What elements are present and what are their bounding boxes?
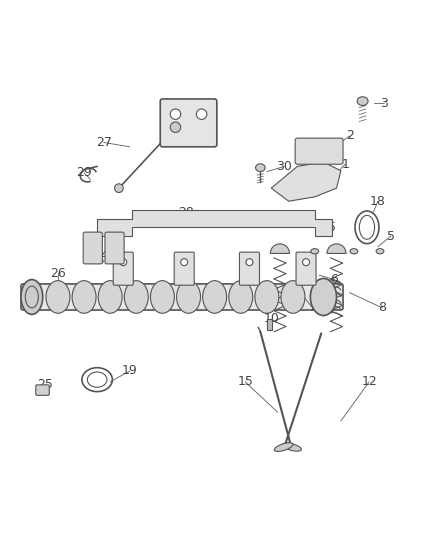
FancyBboxPatch shape [240, 252, 259, 285]
Text: 24: 24 [94, 249, 110, 262]
FancyBboxPatch shape [83, 232, 102, 264]
Ellipse shape [21, 279, 43, 314]
Circle shape [196, 109, 207, 119]
Ellipse shape [255, 281, 279, 313]
Polygon shape [97, 210, 332, 236]
Circle shape [246, 259, 253, 265]
FancyBboxPatch shape [36, 385, 49, 395]
Text: 25: 25 [37, 377, 53, 391]
Text: 7: 7 [309, 301, 317, 314]
Ellipse shape [150, 281, 174, 313]
Ellipse shape [283, 443, 301, 451]
Text: 18: 18 [370, 195, 386, 208]
FancyBboxPatch shape [105, 232, 124, 264]
Text: 30: 30 [276, 160, 292, 173]
Circle shape [170, 109, 181, 119]
Text: 28: 28 [178, 206, 194, 219]
Circle shape [115, 184, 123, 192]
Text: 15: 15 [237, 375, 253, 389]
Ellipse shape [255, 164, 265, 172]
Ellipse shape [311, 278, 336, 316]
Ellipse shape [46, 281, 70, 313]
Ellipse shape [274, 443, 293, 451]
Text: 8: 8 [378, 301, 386, 314]
Ellipse shape [98, 281, 122, 313]
Ellipse shape [229, 281, 253, 313]
Polygon shape [271, 162, 341, 201]
FancyBboxPatch shape [21, 284, 343, 310]
Circle shape [120, 259, 127, 265]
Text: 2: 2 [346, 130, 353, 142]
Text: 12: 12 [361, 375, 377, 389]
Text: 19: 19 [122, 365, 138, 377]
Ellipse shape [350, 249, 358, 254]
Text: 5: 5 [328, 221, 336, 234]
Text: 27: 27 [96, 136, 112, 149]
Ellipse shape [281, 281, 305, 313]
Ellipse shape [311, 249, 319, 254]
FancyBboxPatch shape [296, 252, 316, 285]
Circle shape [303, 259, 310, 265]
Ellipse shape [124, 281, 148, 313]
Text: 4: 4 [189, 110, 197, 123]
Ellipse shape [177, 281, 201, 313]
Text: 3: 3 [381, 97, 389, 110]
Text: 29: 29 [76, 166, 92, 180]
FancyBboxPatch shape [295, 138, 343, 164]
Text: 1: 1 [341, 158, 349, 171]
Bar [267, 319, 272, 329]
Text: 26: 26 [50, 266, 66, 279]
Ellipse shape [376, 249, 384, 254]
FancyBboxPatch shape [174, 252, 194, 285]
Wedge shape [270, 244, 290, 254]
Ellipse shape [357, 97, 368, 106]
FancyBboxPatch shape [113, 252, 133, 285]
Ellipse shape [203, 281, 226, 313]
Circle shape [170, 122, 181, 133]
Wedge shape [327, 244, 346, 254]
Text: 10: 10 [263, 312, 279, 325]
FancyBboxPatch shape [160, 99, 217, 147]
Ellipse shape [72, 281, 96, 313]
Circle shape [181, 259, 187, 265]
Text: 6: 6 [330, 273, 338, 286]
Text: 5: 5 [387, 230, 395, 243]
